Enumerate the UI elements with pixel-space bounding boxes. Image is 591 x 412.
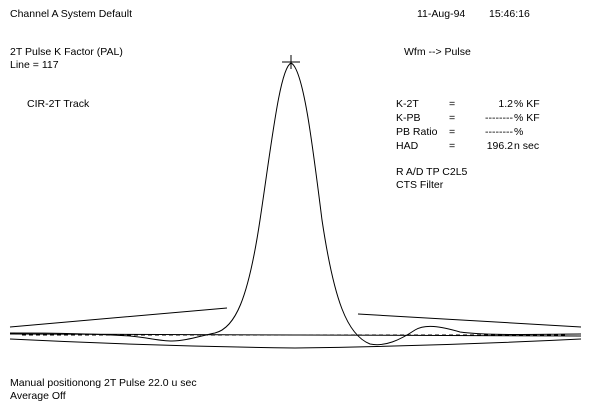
reading-value: -------- — [485, 112, 513, 124]
filter-label: CTS Filter — [396, 179, 444, 191]
reading-unit: n sec — [514, 140, 540, 152]
reading-label: K-2T — [396, 98, 419, 110]
window-title: Channel A System Default — [10, 8, 132, 20]
reading-label: K-PB — [396, 112, 421, 124]
reading-unit: % — [514, 126, 524, 138]
peak-cursor-icon — [282, 55, 300, 69]
lower-envelope-line — [9, 338, 582, 349]
line-number: Line = 117 — [10, 59, 59, 71]
header-time: 15:46:16 — [489, 8, 530, 20]
upper-tolerance-line — [9, 307, 582, 328]
reading-equals: = — [449, 140, 456, 152]
reading-equals: = — [449, 98, 456, 110]
reading-value: -------- — [485, 126, 513, 138]
reading-equals: = — [449, 112, 456, 124]
test-point-label: R A/D TP C2L5 — [396, 166, 468, 178]
source-label: CIR-2T Track — [27, 98, 90, 110]
average-status: Average Off — [10, 390, 66, 402]
reading-label: PB Ratio — [396, 126, 438, 138]
reading-value: 196.2 — [486, 140, 513, 152]
reading-unit: % KF — [514, 112, 540, 124]
measurement-name: 2T Pulse K Factor (PAL) — [10, 46, 123, 58]
mode-label: Wfm --> Pulse — [404, 46, 471, 58]
header-date: 11-Aug-94 — [417, 8, 466, 20]
reading-label: HAD — [396, 140, 419, 152]
reading-unit: % KF — [514, 98, 540, 110]
reading-value: 1.2 — [498, 98, 513, 110]
position-status: Manual positionong 2T Pulse 22.0 u sec — [10, 377, 197, 389]
reading-equals: = — [449, 126, 456, 138]
pulse-trace — [9, 62, 582, 346]
